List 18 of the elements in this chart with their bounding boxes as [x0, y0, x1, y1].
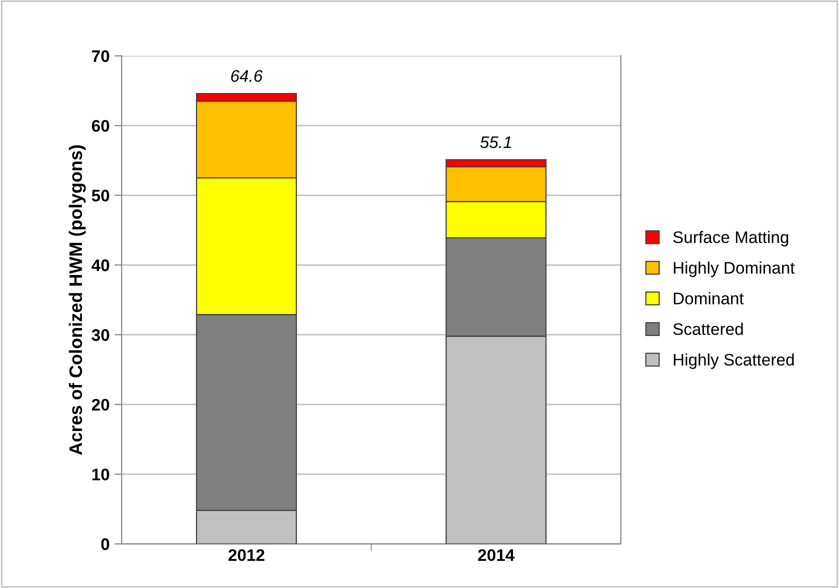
y-tick-label: 10: [92, 468, 110, 480]
x-tick-label: 2014: [478, 549, 515, 562]
y-tick-label: 20: [92, 398, 110, 411]
legend-label: Highly Scattered: [674, 353, 794, 369]
total-label: 55.1: [480, 136, 511, 148]
x-tick-label: 2012: [228, 549, 264, 562]
y-tick-label: 50: [92, 190, 110, 202]
y-axis-title: Acres of Colonized HWM (polygons): [68, 145, 86, 455]
y-tick-label: 30: [92, 329, 110, 341]
total-label: 64.6: [231, 70, 263, 82]
y-tick-label: 40: [92, 259, 110, 272]
legend-label: Surface Matting: [673, 230, 788, 246]
legend-label: Dominant: [674, 292, 744, 304]
legend-label: Scattered: [673, 322, 743, 336]
y-tick-label: 0: [101, 538, 110, 550]
y-tick-label: 70: [92, 50, 110, 62]
legend-label: Highly Dominant: [674, 262, 795, 278]
y-tick-label: 60: [92, 120, 110, 132]
